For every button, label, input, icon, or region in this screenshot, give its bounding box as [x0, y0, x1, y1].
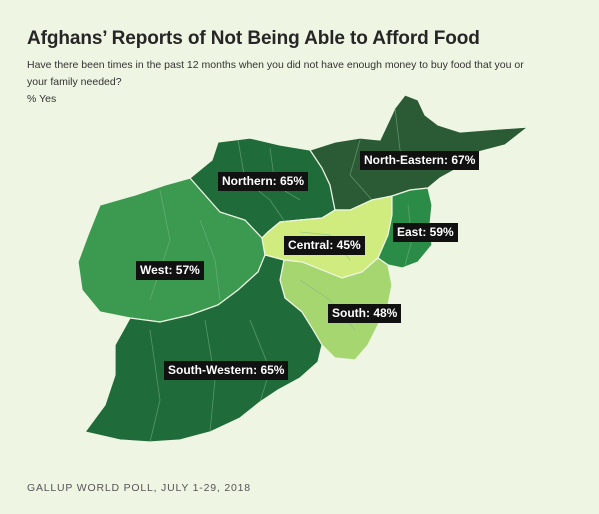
label-northern: Northern: 65%	[218, 172, 309, 191]
label-southwestern: South-Western: 65%	[164, 361, 289, 380]
map-subtitle: Have there been times in the past 12 mon…	[27, 59, 524, 88]
label-south: South: 48%	[328, 304, 402, 323]
source-note: GALLUP WORLD POLL, JULY 1-29, 2018	[27, 482, 251, 494]
label-northeastern: North-Eastern: 67%	[360, 151, 480, 170]
label-west: West: 57%	[136, 261, 204, 280]
label-central: Central: 45%	[284, 236, 365, 255]
label-east: East: 59%	[393, 223, 458, 242]
region-southwestern	[83, 254, 323, 443]
unit-label: % Yes	[27, 93, 57, 105]
map-title: Afghans’ Reports of Not Being Able to Af…	[27, 28, 480, 49]
